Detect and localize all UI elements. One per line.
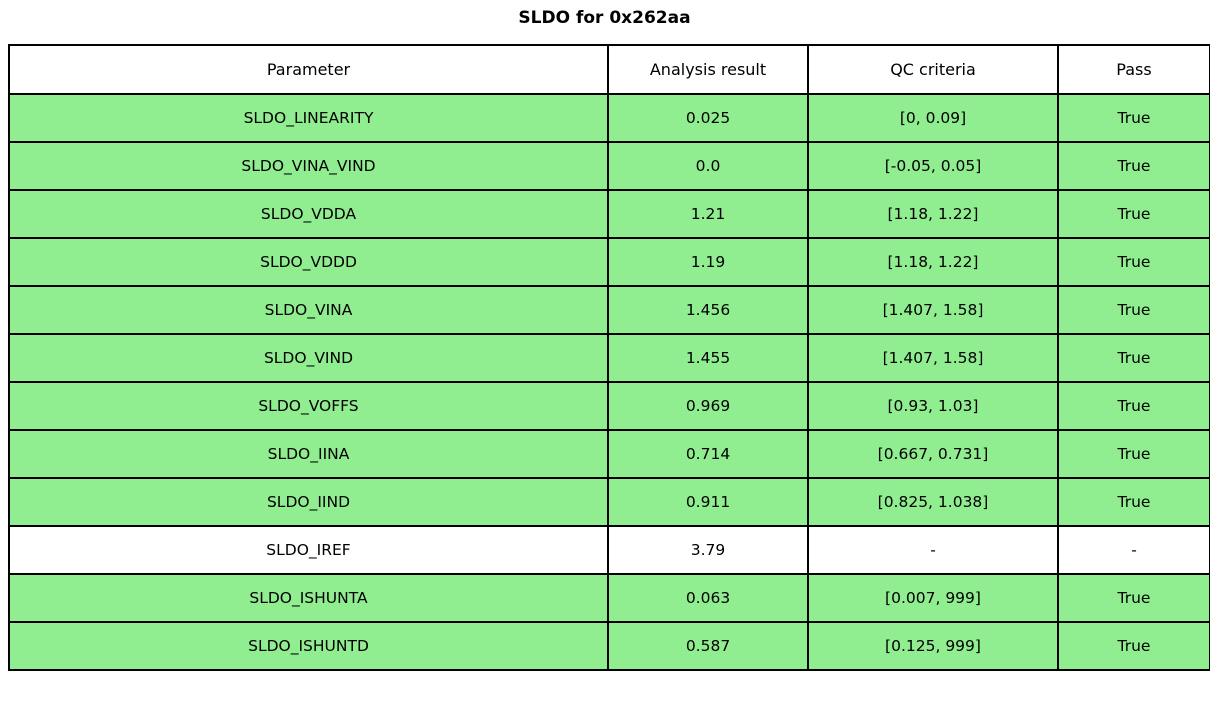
row-parameter-cell: SLDO_VIND [8,333,609,383]
table-row: SLDO_VOFFS 0.969 [0.93, 1.03] True [8,381,1210,431]
row-parameter-cell: SLDO_IREF [8,525,609,575]
row-pass-cell: True [1057,237,1210,287]
row-analysis-result-cell: 0.025 [607,93,809,143]
row-pass-cell: True [1057,429,1210,479]
row-qc-criteria-cell: [1.18, 1.22] [807,237,1059,287]
table-row: SLDO_IREF 3.79- - [8,525,1210,575]
row-analysis-result-cell: 0.714 [607,429,809,479]
row-analysis-result-cell: 1.456 [607,285,809,335]
table-row: SLDO_IIND 0.911 [0.825, 1.038] True [8,477,1210,527]
table-row: SLDO_ISHUNTD 0.587 [0.125, 999] True [8,621,1210,671]
row-analysis-result-cell: 0.0 [607,141,809,191]
table-row: SLDO_ISHUNTA 0.063 [0.007, 999] True [8,573,1210,623]
row-pass-cell: True [1057,141,1210,191]
row-qc-criteria-cell: - [807,525,1059,575]
column-header-parameter: Parameter [8,44,609,95]
row-pass-cell: - [1057,525,1210,575]
table-row: SLDO_IINA 0.714 [0.667, 0.731] True [8,429,1210,479]
row-qc-criteria-cell: [1.407, 1.58] [807,333,1059,383]
row-analysis-result-cell: 1.455 [607,333,809,383]
column-header-pass: Pass [1057,44,1210,95]
row-analysis-result-cell: 3.79 [607,525,809,575]
table-row: SLDO_LINEARITY 0.025 [0, 0.09] True [8,93,1210,143]
table-row: SLDO_VDDD 1.19 [1.18, 1.22] True [8,237,1210,287]
row-parameter-cell: SLDO_IIND [8,477,609,527]
column-header-analysis-result: Analysis result [607,44,809,95]
column-header-qc-criteria: QC criteria [807,44,1059,95]
row-analysis-result-cell: 1.19 [607,237,809,287]
table-row: SLDO_VINA 1.456 [1.407, 1.58] True [8,285,1210,335]
row-parameter-cell: SLDO_ISHUNTD [8,621,609,671]
row-pass-cell: True [1057,285,1210,335]
row-parameter-cell: SLDO_ISHUNTA [8,573,609,623]
row-pass-cell: True [1057,333,1210,383]
row-qc-criteria-cell: [0.667, 0.731] [807,429,1059,479]
row-qc-criteria-cell: [0.825, 1.038] [807,477,1059,527]
row-parameter-cell: SLDO_VINA_VIND [8,141,609,191]
row-qc-criteria-cell: [1.18, 1.22] [807,189,1059,239]
row-parameter-cell: SLDO_VOFFS [8,381,609,431]
row-pass-cell: True [1057,477,1210,527]
row-qc-criteria-cell: [0.125, 999] [807,621,1059,671]
row-analysis-result-cell: 1.21 [607,189,809,239]
row-parameter-cell: SLDO_VDDD [8,237,609,287]
row-qc-criteria-cell: [0.007, 999] [807,573,1059,623]
row-pass-cell: True [1057,93,1210,143]
row-parameter-cell: SLDO_LINEARITY [8,93,609,143]
table-body: SLDO_LINEARITY 0.025 [0, 0.09] True SLDO_VIN… [8,93,1210,671]
row-pass-cell: True [1057,621,1210,671]
table-header: Parameter Analysis result QC criteria Pa… [8,44,1210,95]
table-row: SLDO_VINA_VIND 0.0 [-0.05, 0.05] True [8,141,1210,191]
row-analysis-result-cell: 0.911 [607,477,809,527]
page-title: SLDO for 0x262aa [518,8,691,28]
row-pass-cell: True [1057,189,1210,239]
row-pass-cell: True [1057,381,1210,431]
row-qc-criteria-cell: [0, 0.09] [807,93,1059,143]
row-parameter-cell: SLDO_IINA [8,429,609,479]
header-row: Parameter Analysis result QC criteria Pa… [8,44,1210,95]
table-row: SLDO_VIND 1.455 [1.407, 1.58] True [8,333,1210,383]
row-qc-criteria-cell: [1.407, 1.58] [807,285,1059,335]
row-parameter-cell: SLDO_VDDA [8,189,609,239]
qc-table: Parameter Analysis result QC criteria Pa… [8,44,1210,671]
row-parameter-cell: SLDO_VINA [8,285,609,335]
row-analysis-result-cell: 0.063 [607,573,809,623]
row-qc-criteria-cell: [-0.05, 0.05] [807,141,1059,191]
table-row: SLDO_VDDA 1.21 [1.18, 1.22] True [8,189,1210,239]
row-qc-criteria-cell: [0.93, 1.03] [807,381,1059,431]
row-analysis-result-cell: 0.969 [607,381,809,431]
row-analysis-result-cell: 0.587 [607,621,809,671]
row-pass-cell: True [1057,573,1210,623]
